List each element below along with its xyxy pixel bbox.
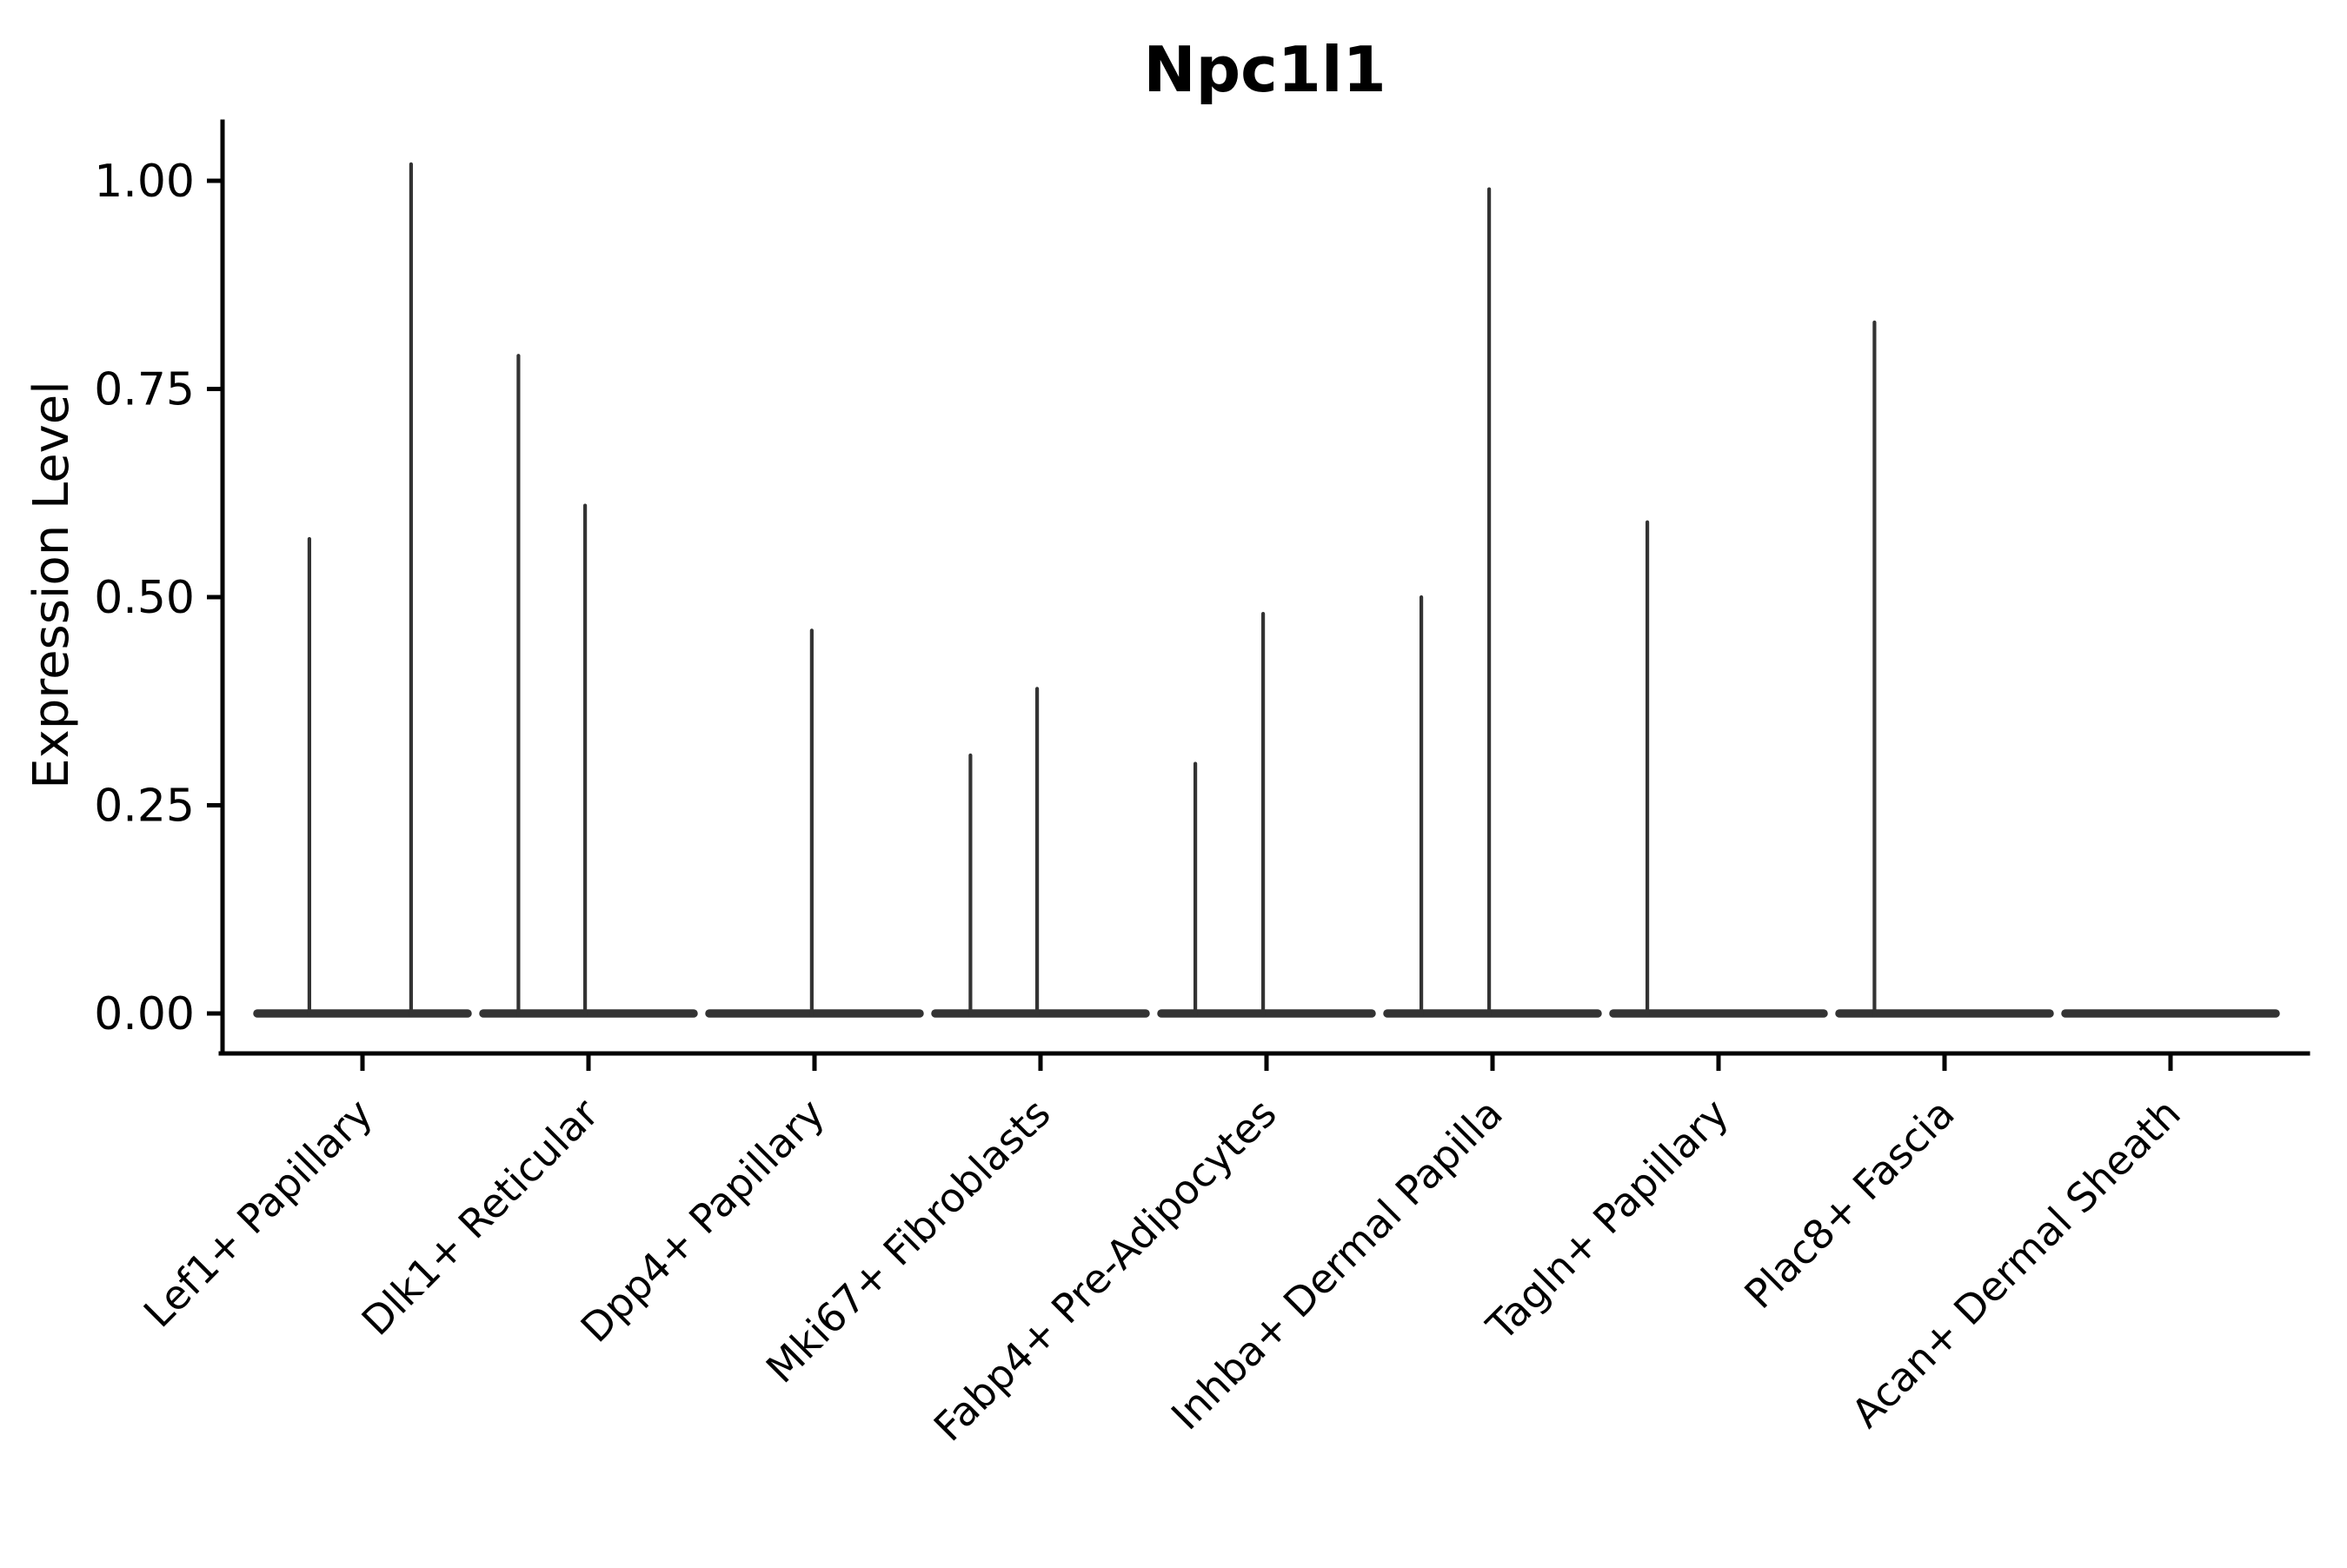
violin (1835, 320, 2054, 1018)
violin (705, 628, 924, 1018)
y-tick-label: 0.75 (94, 364, 195, 416)
violin (1383, 187, 1602, 1018)
y-tick-label: 0.00 (94, 988, 195, 1040)
chart-title: Npc1l1 (1143, 33, 1386, 106)
y-axis-label: Expression Level (23, 381, 80, 789)
violin (1609, 520, 1828, 1018)
y-tick-labels: 0.00 0.25 0.50 0.75 1.00 (94, 156, 195, 1040)
violin (479, 354, 698, 1018)
axes (207, 119, 2310, 1071)
violin (253, 162, 472, 1018)
y-tick-label: 0.50 (94, 572, 195, 624)
y-tick-label: 1.00 (94, 156, 195, 208)
y-tick-label: 0.25 (94, 781, 195, 833)
violin (1157, 612, 1376, 1018)
violins (253, 162, 2280, 1018)
violin (931, 687, 1150, 1018)
